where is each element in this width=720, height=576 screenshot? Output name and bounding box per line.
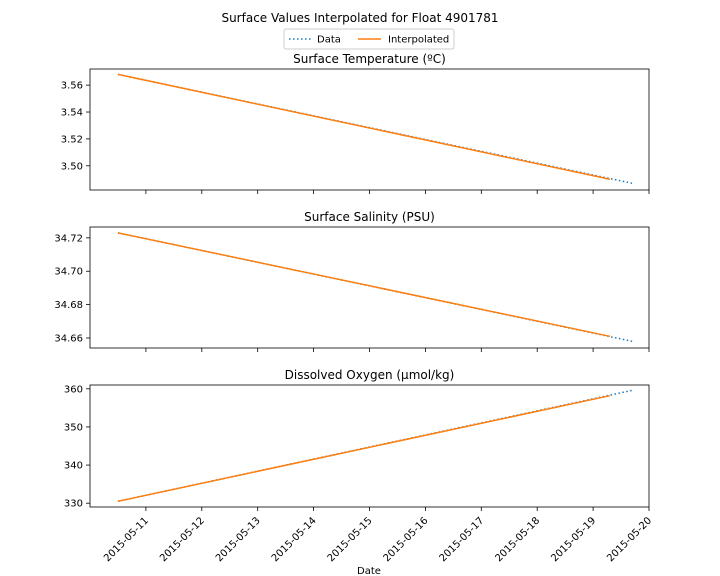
y-tick-label: 330 xyxy=(64,499,83,510)
series-line-interpolated xyxy=(117,73,611,180)
x-tick-label: 2015-05-14 xyxy=(270,515,319,564)
legend: Data Interpolated xyxy=(283,28,455,50)
y-tick-label: 34.68 xyxy=(54,300,83,311)
y-tick-label: 34.70 xyxy=(54,267,83,278)
y-tick-label: 3.50 xyxy=(61,161,83,172)
x-tick-label: 2015-05-18 xyxy=(493,515,542,564)
x-tick-label: 2015-05-13 xyxy=(214,515,263,564)
series-line-interpolated xyxy=(117,394,611,503)
x-tick-label: 2015-05-19 xyxy=(549,515,598,564)
y-tick-label: 340 xyxy=(64,461,83,472)
y-tick-label: 3.52 xyxy=(61,134,83,145)
panel-title: Surface Salinity (PSU) xyxy=(304,210,435,224)
x-tick-label: 2015-05-20 xyxy=(605,515,654,564)
y-tick-label: 34.72 xyxy=(54,233,83,244)
x-tick-label: 2015-05-12 xyxy=(158,515,207,564)
figure-title: Surface Values Interpolated for Float 49… xyxy=(221,11,498,25)
series-line-interpolated xyxy=(117,232,611,338)
panel-title: Dissolved Oxygen (µmol/kg) xyxy=(285,368,455,382)
x-tick-label: 2015-05-17 xyxy=(438,515,487,564)
panel-title: Surface Temperature (ºC) xyxy=(293,52,446,66)
x-tick-label: 2015-05-11 xyxy=(102,515,151,564)
y-tick-label: 3.54 xyxy=(61,108,83,119)
x-tick-label: 2015-05-16 xyxy=(382,515,431,564)
y-tick-label: 360 xyxy=(64,384,83,395)
axes-frame xyxy=(89,68,650,191)
legend-interpolated-label: Interpolated xyxy=(388,35,449,46)
panel-3: Dissolved Oxygen (µmol/kg) 330 340 350 360 20… xyxy=(64,368,654,564)
x-tick-label: 2015-05-15 xyxy=(326,515,375,564)
legend-data-label: Data xyxy=(317,35,341,46)
y-tick-label: 34.66 xyxy=(54,333,83,344)
x-axis-label: Date xyxy=(357,566,381,576)
y-tick-label: 3.56 xyxy=(61,81,83,92)
panel-1: Surface Temperature (ºC) 3.50 3.52 3.54 3.56 xyxy=(61,52,650,194)
panel-2: Surface Salinity (PSU) 34.66 34.68 34.70 34.… xyxy=(54,210,650,352)
y-tick-label: 350 xyxy=(64,422,83,433)
